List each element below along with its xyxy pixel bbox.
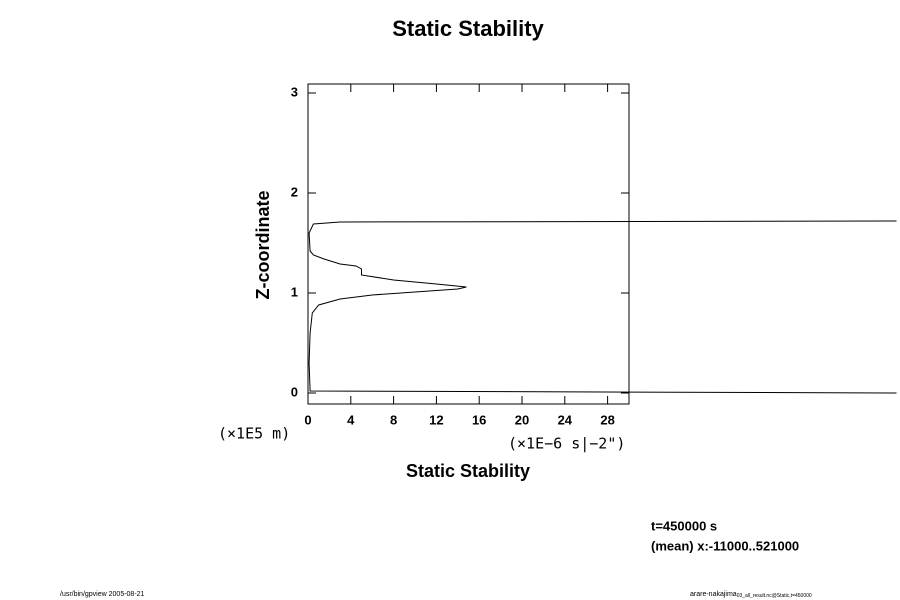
x-units: (×1E−6 s|−2") xyxy=(508,435,625,453)
footer: arare-nakajima03_all_result.nc@Static,t=… xyxy=(690,591,812,599)
line xyxy=(308,220,897,394)
annotation: (mean) x:-11000..521000 xyxy=(651,538,799,553)
y-tick-label: 3 xyxy=(291,84,298,99)
y-tick-label: 2 xyxy=(291,184,298,199)
x-tick-label: 0 xyxy=(304,412,311,427)
footer-sub: 03_all_result.nc@Static,t=450000 xyxy=(737,593,812,599)
footer: /usr/bin/gpview 2005-08-21 xyxy=(60,591,145,598)
x-tick-label: 8 xyxy=(390,412,397,427)
x-tick-label: 16 xyxy=(472,412,486,427)
y-axis-label: Z-coordinate xyxy=(253,190,273,299)
x-tick-label: 28 xyxy=(600,412,614,427)
x-tick-label: 4 xyxy=(347,412,355,427)
footer-main: arare-nakajima xyxy=(690,591,737,598)
chart-title: Static Stability xyxy=(392,16,544,41)
x-axis-label: Static Stability xyxy=(406,461,530,481)
y-tick-label: 1 xyxy=(291,284,298,299)
y-units: (×1E5 m) xyxy=(218,425,290,443)
y-tick-label: 0 xyxy=(291,384,298,399)
annotation: t=450000 s xyxy=(651,518,717,533)
plot-frame xyxy=(307,83,630,405)
x-tick-label: 20 xyxy=(515,412,529,427)
x-tick-label: 12 xyxy=(429,412,443,427)
x-tick-label: 24 xyxy=(558,412,573,427)
